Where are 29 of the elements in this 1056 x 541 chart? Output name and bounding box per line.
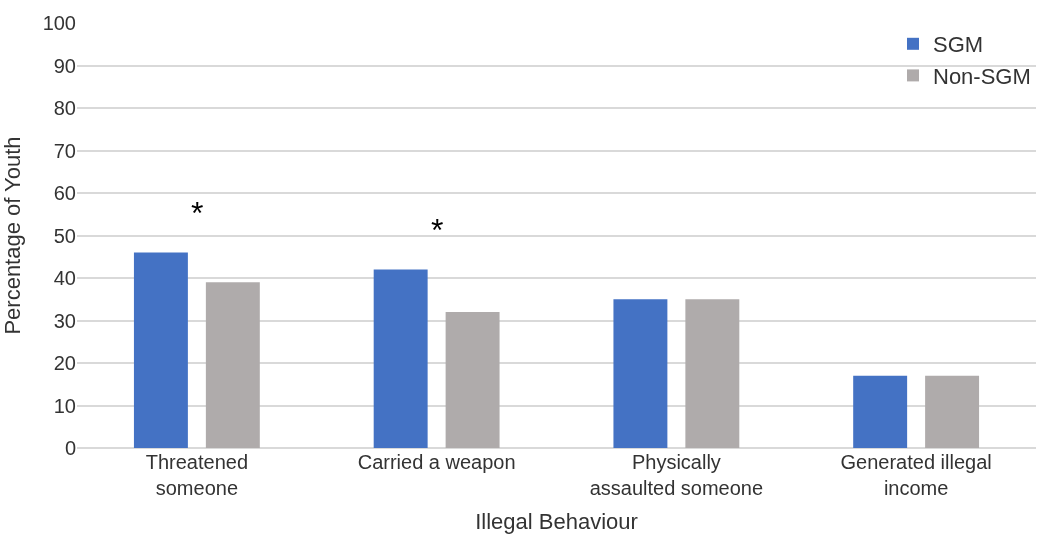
y-tick-label: 30 bbox=[53, 309, 76, 332]
y-tick-label: 100 bbox=[42, 12, 76, 34]
annotation: * bbox=[431, 212, 444, 248]
legend-label: SGM bbox=[933, 32, 984, 58]
x-axis-title: Illegal Behaviour bbox=[475, 508, 638, 534]
bar bbox=[925, 375, 980, 448]
bar bbox=[445, 312, 500, 448]
y-tick-label: 0 bbox=[64, 437, 76, 459]
y-tick-label: 50 bbox=[53, 224, 76, 247]
x-tick-label: Physically assaulted someone bbox=[589, 451, 764, 499]
y-tick-label: 70 bbox=[53, 139, 76, 162]
y-tick-label: 20 bbox=[53, 352, 76, 374]
x-tick-label: Generated illegal income bbox=[840, 451, 992, 499]
y-tick-label: 10 bbox=[53, 394, 76, 417]
bar bbox=[853, 375, 908, 448]
annotation: * bbox=[191, 195, 204, 231]
y-tick-label: 60 bbox=[53, 182, 76, 204]
y-axis-title: Percentage of Youth bbox=[0, 136, 26, 335]
bar bbox=[133, 252, 188, 448]
bar bbox=[205, 282, 260, 448]
y-tick-label: 90 bbox=[53, 54, 76, 77]
y-tick-label: 40 bbox=[53, 267, 76, 289]
x-tick-label: Carried a weapon bbox=[357, 451, 516, 473]
bar bbox=[685, 299, 740, 448]
bar bbox=[613, 299, 668, 448]
x-tick-label: Threatened someone bbox=[145, 451, 249, 499]
bar bbox=[373, 269, 428, 448]
y-tick-label: 80 bbox=[53, 97, 76, 119]
legend-label: Non-SGM bbox=[933, 63, 1031, 89]
